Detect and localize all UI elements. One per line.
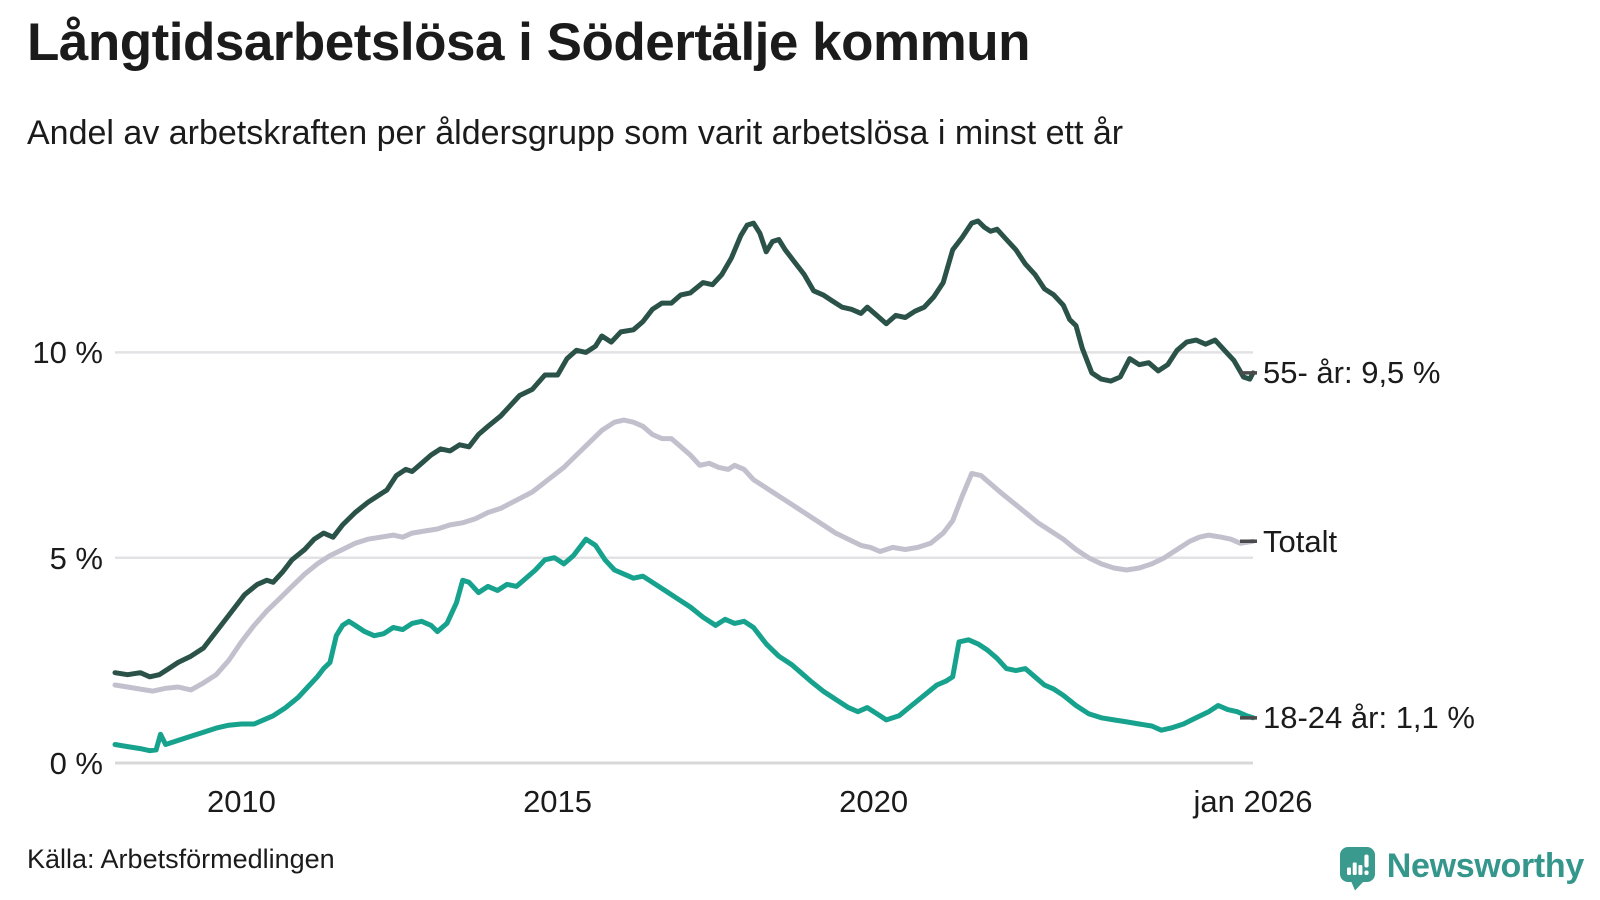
series-line-18-24-r	[112, 536, 1256, 754]
page-title: Långtidsarbetslösa i Södertälje kommun	[27, 13, 1030, 72]
series-end-dashes	[1240, 371, 1257, 720]
series-end-label-totalt: Totalt	[1263, 523, 1338, 559]
x-axis-label-2010: 2010	[206, 784, 276, 819]
y-axis-label-10: 10 %	[32, 335, 103, 371]
series-end-label-55-ar: 55- år: 9,5 %	[1263, 355, 1441, 391]
newsworthy-wordmark: Newsworthy	[1386, 847, 1585, 885]
series-lines	[112, 218, 1256, 754]
x-axis-label-jan-2026: jan 2026	[1193, 784, 1313, 819]
chart-subtitle: Andel av arbetskraften per åldersgrupp s…	[27, 114, 1124, 152]
x-axis-label-2020: 2020	[839, 784, 909, 819]
gridlines	[115, 351, 1253, 765]
newsworthy-logo: Newsworthy	[1339, 846, 1584, 891]
series-line-55-r	[112, 218, 1256, 680]
series-end-label-18-24-ar: 18-24 år: 1,1 %	[1263, 700, 1475, 736]
x-axis-label-2015: 2015	[523, 784, 593, 819]
y-axis-label-0: 0 %	[49, 746, 103, 781]
y-axis-label-5: 5 %	[49, 540, 103, 576]
series-line-totalt	[112, 417, 1256, 694]
source-note: Källa: Arbetsförmedlingen	[27, 844, 335, 874]
newsworthy-icon	[1339, 847, 1375, 891]
